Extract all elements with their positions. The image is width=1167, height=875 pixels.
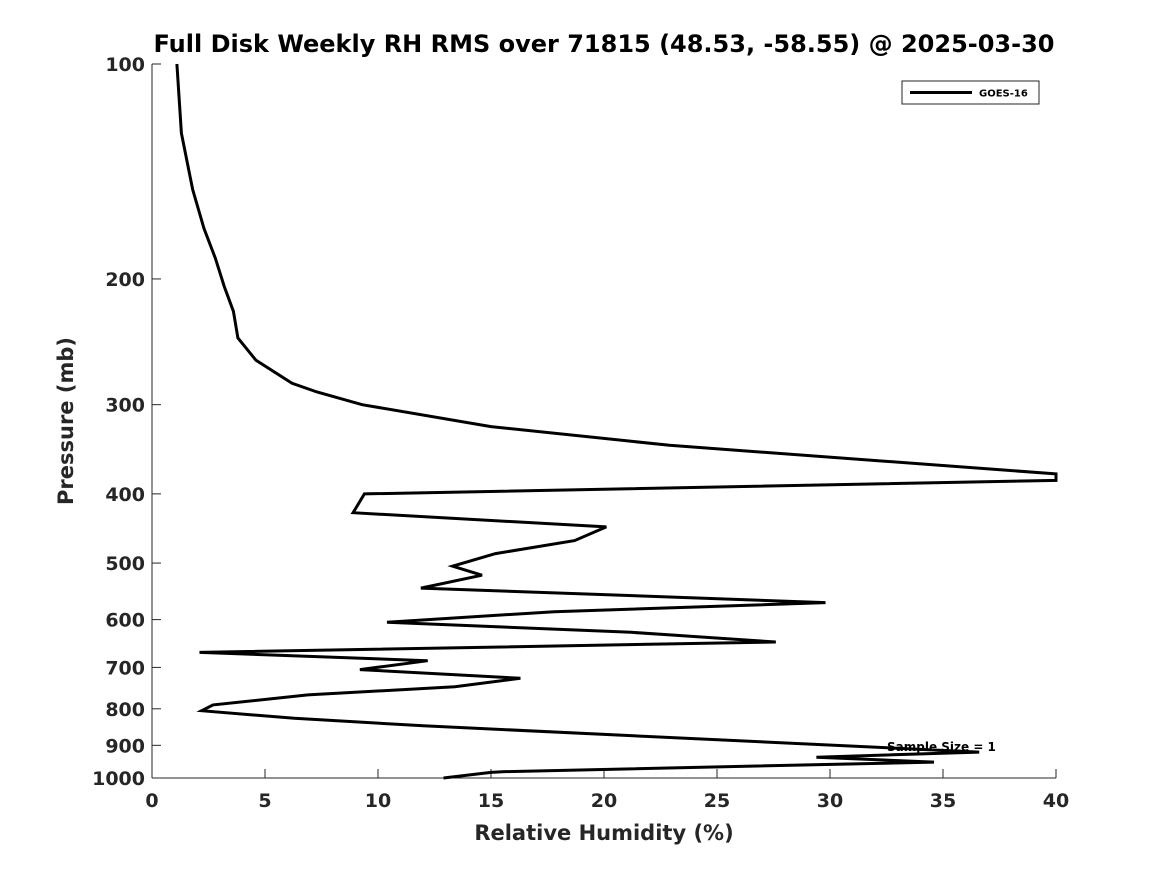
x-tick-label: 0 <box>145 790 158 812</box>
x-axis-label: Relative Humidity (%) <box>474 821 733 845</box>
y-tick-label: 400 <box>105 484 145 506</box>
axes <box>151 64 1056 779</box>
y-tick-label: 100 <box>105 54 145 76</box>
chart-title: Full Disk Weekly RH RMS over 71815 (48.5… <box>153 30 1054 58</box>
y-tick-label: 900 <box>105 735 145 757</box>
y-tick-label: 300 <box>105 395 145 417</box>
y-tick-label: 600 <box>105 610 145 632</box>
x-tick-label: 5 <box>258 790 271 812</box>
y-axis-ticks: 100 200 300 400 500 600 700 800 900 1000 <box>92 54 161 790</box>
y-tick-label: 800 <box>105 699 145 721</box>
x-tick-label: 15 <box>478 790 504 812</box>
y-tick-label: 700 <box>105 657 145 679</box>
x-tick-label: 20 <box>591 790 617 812</box>
y-tick-label: 1000 <box>92 768 145 790</box>
y-tick-label: 200 <box>105 269 145 291</box>
x-tick-label: 30 <box>817 790 843 812</box>
legend-entry-goes-16: GOES-16 <box>979 89 1028 100</box>
x-axis-ticks: 0 5 10 15 20 25 30 35 40 <box>145 769 1069 812</box>
sample-size-annotation: Sample Size = 1 <box>887 740 996 754</box>
x-tick-label: 35 <box>930 790 956 812</box>
x-tick-label: 40 <box>1043 790 1069 812</box>
x-tick-label: 10 <box>365 790 391 812</box>
legend: GOES-16 <box>901 80 1040 105</box>
y-axis-label: Pressure (mb) <box>54 337 78 505</box>
series-line-goes-16 <box>175 63 1058 780</box>
x-tick-label: 25 <box>704 790 730 812</box>
y-tick-label: 500 <box>105 553 145 575</box>
